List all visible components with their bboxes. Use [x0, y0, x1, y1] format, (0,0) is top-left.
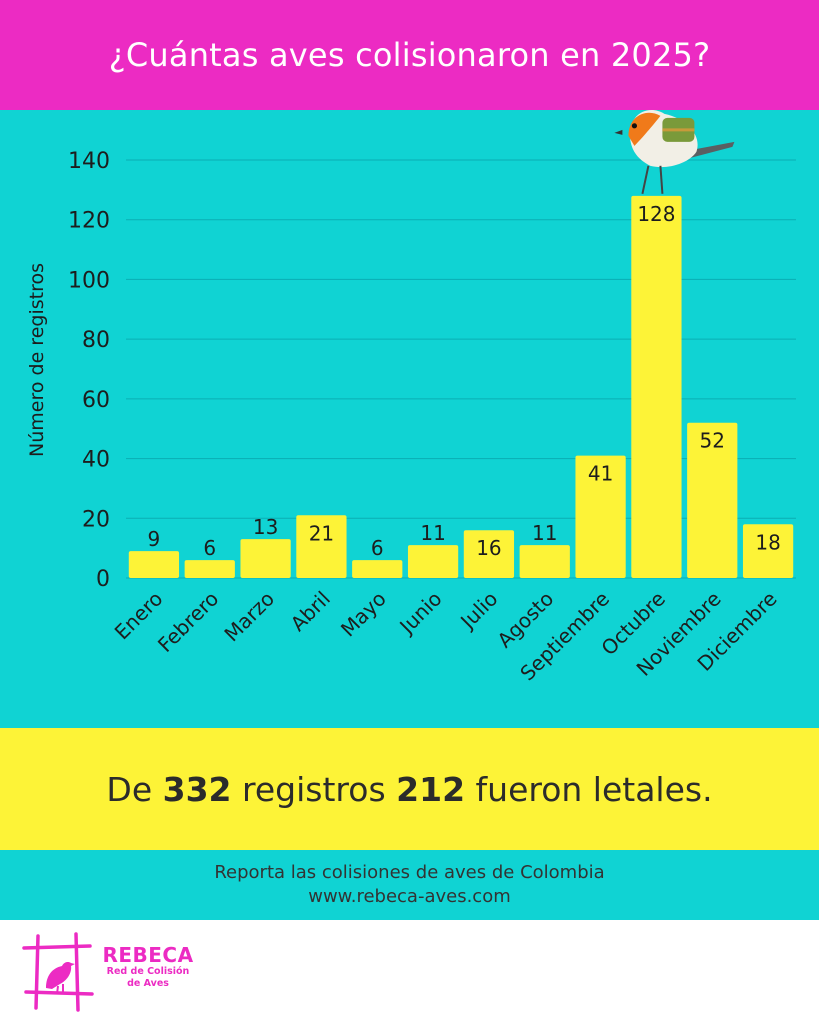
- data-label: 21: [309, 521, 334, 545]
- data-label: 128: [637, 202, 675, 226]
- x-tick-label: Marzo: [219, 587, 279, 647]
- data-label: 9: [148, 527, 161, 551]
- bar: [128, 551, 180, 578]
- data-label: 6: [371, 536, 384, 560]
- data-label: 41: [588, 462, 613, 486]
- summary-suffix: fueron letales.: [475, 769, 713, 809]
- y-tick-label: 100: [68, 268, 110, 293]
- chart-area: 0 20 40 60 80 100 120 140 Número de registros 9 En…: [0, 110, 819, 728]
- bar: [296, 515, 347, 578]
- summary-text: De 332 registros 212 fueron letales.: [106, 770, 712, 809]
- logo-text: REBECA Red de Colisión de Aves: [100, 944, 196, 990]
- footer-report-text: Reporta las colisiones de aves de Colomb…: [214, 862, 605, 883]
- summary-total: 332: [162, 769, 232, 809]
- x-tick-label: Julio: [454, 587, 502, 635]
- bar: [352, 560, 403, 578]
- summary-middle: registros: [242, 769, 386, 809]
- page-title: ¿Cuántas aves colisionaron en 2025?: [108, 36, 711, 74]
- x-tick-label: Mayo: [336, 587, 391, 642]
- logo-subtitle-2: de Aves: [127, 978, 169, 989]
- y-tick-label: 120: [68, 209, 110, 234]
- data-label: 6: [203, 536, 216, 560]
- y-tick-label: 80: [82, 328, 110, 353]
- bar: [407, 545, 459, 578]
- bar: [742, 524, 794, 578]
- footer-website-link[interactable]: www.rebeca-aves.com: [308, 886, 511, 907]
- data-label: 16: [476, 536, 501, 560]
- y-tick-label: 60: [82, 388, 110, 413]
- summary-lethal: 212: [396, 769, 466, 809]
- header-banner: ¿Cuántas aves colisionaron en 2025?: [0, 0, 819, 110]
- x-tick-label: Febrero: [153, 587, 223, 657]
- bar: [631, 195, 682, 578]
- x-tick-label: Junio: [394, 587, 447, 640]
- bar: [463, 530, 515, 578]
- bar: [575, 455, 626, 578]
- data-label: 13: [253, 515, 278, 539]
- logo-area: [0, 920, 819, 1024]
- y-tick-label: 20: [82, 507, 110, 532]
- logo-name: REBECA: [102, 943, 194, 967]
- data-label: 11: [420, 521, 445, 545]
- bar: [687, 422, 738, 578]
- x-tick-label: Abril: [286, 587, 335, 636]
- summary-banner: De 332 registros 212 fueron letales.: [0, 728, 819, 850]
- data-label: 52: [700, 429, 725, 453]
- y-tick-label: 140: [68, 149, 110, 174]
- y-tick-label: 40: [82, 448, 110, 473]
- bird-frame-icon: [22, 932, 94, 1012]
- bar: [184, 560, 235, 578]
- y-axis-label: Número de registros: [26, 263, 48, 457]
- logo-subtitle-1: Red de Colisión: [106, 966, 190, 977]
- bar: [240, 539, 291, 578]
- bird-mascot-icon: [614, 110, 735, 195]
- summary-prefix: De: [106, 769, 153, 809]
- bar: [519, 545, 570, 578]
- y-tick-label: 0: [96, 567, 110, 592]
- footer-band: Reporta las colisiones de aves de Colomb…: [0, 850, 819, 920]
- data-label: 11: [532, 521, 557, 545]
- data-label: 18: [755, 530, 780, 554]
